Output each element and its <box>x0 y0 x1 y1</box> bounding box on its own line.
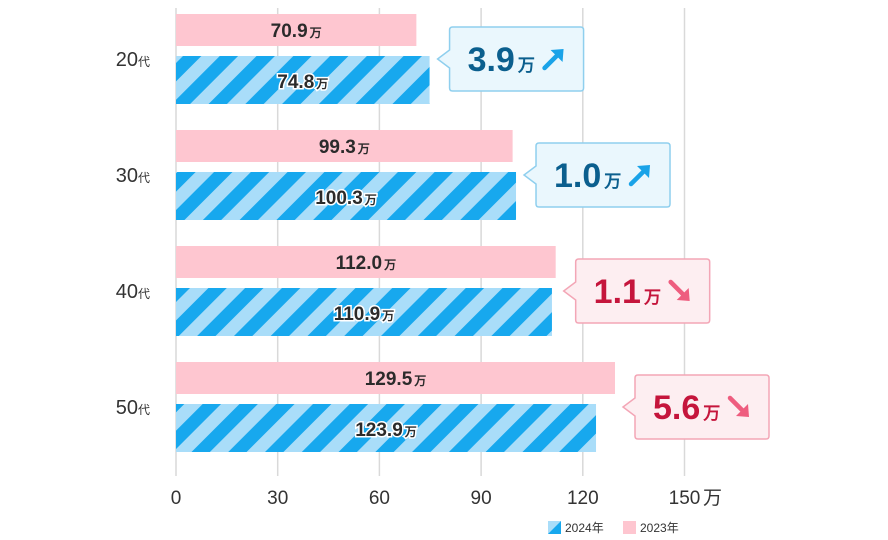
difference-value: 1.0 万 <box>554 157 621 195</box>
value-label-2023: 70.9 万 <box>271 21 322 42</box>
bars <box>176 14 616 452</box>
bar-2024 <box>176 288 552 336</box>
tick-label: 120 <box>567 488 599 509</box>
legend-label: 2024年 <box>565 521 604 535</box>
bar-2024 <box>176 404 597 452</box>
legend: 2024年 2023年 <box>548 521 679 535</box>
tick-label: 90 <box>471 488 492 509</box>
difference-callouts: 3.9 万 1.0 万 1.1 万 5.6 万 <box>436 26 770 440</box>
tick-label: 60 <box>369 488 390 509</box>
arrow-down-right-icon <box>668 279 690 301</box>
tick-label: 30 <box>267 488 288 509</box>
value-label-2024: 110.9 万 <box>334 304 395 325</box>
value-label-2023: 129.5 万 <box>365 369 427 390</box>
legend-item: 2024年 <box>548 521 604 535</box>
tick-labels: 0 30 60 90 120 150 万 <box>171 488 722 509</box>
legend-swatch <box>623 521 636 534</box>
legend-item: 2023年 <box>623 521 679 535</box>
bar-2024 <box>176 56 430 104</box>
arrow-down-right-icon <box>727 395 750 417</box>
value-label-2024: 74.8 万 <box>277 72 328 93</box>
value-labels: 70.9 万 74.8 万 99.3 万 100.3 万 112.0 万 110.9 万 129.5 万 1… <box>271 21 427 443</box>
difference-callout: 3.9 万 <box>436 26 585 92</box>
difference-value: 3.9 万 <box>468 41 535 79</box>
value-label-2024: 100.3 万 <box>315 188 377 209</box>
category-label: 20代 <box>116 49 150 71</box>
tick-label: 150 <box>669 488 701 509</box>
category-label: 30代 <box>116 165 150 187</box>
difference-value: 1.1 万 <box>594 273 661 311</box>
bar-2023 <box>176 14 417 46</box>
category-label: 50代 <box>116 397 150 419</box>
arrow-up-right-icon <box>542 49 564 71</box>
arrow-up-right-icon <box>628 165 651 187</box>
callout-box <box>522 142 671 208</box>
legend-label: 2023年 <box>640 521 679 535</box>
difference-value: 5.6 万 <box>653 389 720 427</box>
value-label-2023: 112.0 万 <box>336 253 397 274</box>
category-labels: 20代 30代 40代 50代 <box>116 49 150 419</box>
callout-box <box>436 26 585 92</box>
value-label-2023: 99.3 万 <box>319 137 370 158</box>
axis-unit-label: 万 <box>703 488 722 509</box>
difference-callout: 5.6 万 <box>621 374 770 440</box>
bar-2023 <box>176 362 616 394</box>
category-label: 40代 <box>116 281 150 303</box>
difference-callout: 1.1 万 <box>562 258 711 324</box>
bar-2023 <box>176 246 556 278</box>
tick-label: 0 <box>171 488 182 509</box>
callout-box <box>621 374 770 440</box>
value-label-2024: 123.9 万 <box>355 420 417 441</box>
bar-2024 <box>176 172 517 220</box>
bar-2023 <box>176 130 513 162</box>
callout-box <box>562 258 711 324</box>
difference-callout: 1.0 万 <box>522 142 671 208</box>
